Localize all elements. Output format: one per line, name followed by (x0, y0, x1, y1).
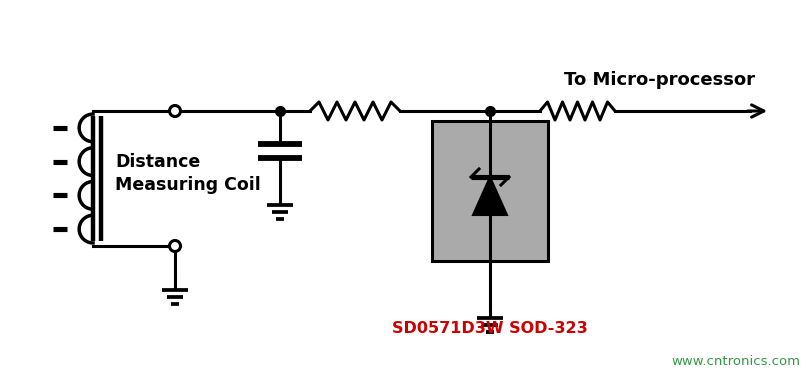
Text: To Micro-processor: To Micro-processor (564, 71, 756, 89)
Circle shape (169, 106, 181, 117)
Text: Distance
Measuring Coil: Distance Measuring Coil (115, 153, 261, 194)
Circle shape (169, 241, 181, 252)
Text: www.cntronics.com: www.cntronics.com (671, 355, 800, 368)
Polygon shape (473, 177, 507, 215)
Bar (432, 121, 548, 261)
Text: SD0571D3W SOD-323: SD0571D3W SOD-323 (393, 321, 588, 336)
